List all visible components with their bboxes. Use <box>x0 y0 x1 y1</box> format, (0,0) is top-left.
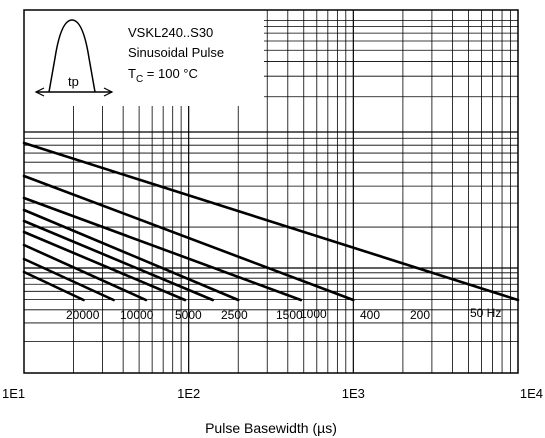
tc-subscript: C <box>136 74 143 85</box>
curve-label-1500: 1500 <box>276 308 303 322</box>
x-tick-label: 1E4 <box>520 386 543 401</box>
curve-label-20000: 20000 <box>66 308 100 322</box>
x-axis-title: Pulse Basewidth (µs) <box>205 420 337 436</box>
curve-50-hz <box>22 141 520 302</box>
curve-2500 <box>22 230 187 302</box>
curve-5000 <box>22 243 148 302</box>
x-tick-label: 1E1 <box>2 386 25 401</box>
curve-label-400: 400 <box>360 308 380 322</box>
curve-label-10000: 10000 <box>120 308 154 322</box>
tc-value: = 100 °C <box>143 66 198 81</box>
curve-20000 <box>22 270 85 302</box>
curve-10000 <box>22 257 115 302</box>
curve-1500 <box>22 219 215 302</box>
tc-prefix: T <box>128 66 136 81</box>
curve-label-2500: 2500 <box>221 308 248 322</box>
x-tick-labels: 1E1 1E2 1E3 1E4 <box>2 386 543 401</box>
pulse-width-label: tp <box>68 74 79 89</box>
curve-label-50-hz: 50 Hz <box>470 306 501 320</box>
curves <box>22 141 520 302</box>
case-temperature-label: TC = 100 °C <box>128 66 198 85</box>
curve-label-1000: 1000 <box>300 307 327 321</box>
arrow-right-icon <box>103 87 114 97</box>
arrow-left-icon <box>34 87 45 97</box>
x-tick-label: 1E2 <box>177 386 200 401</box>
x-tick-label: 1E3 <box>342 386 365 401</box>
curve-label-200: 200 <box>410 308 430 322</box>
curve-1000 <box>22 208 240 302</box>
device-label: VSKL240..S30 <box>128 25 213 40</box>
sinusoidal-pulse-icon <box>48 19 96 93</box>
curve-200 <box>22 174 355 302</box>
curve-label-5000: 5000 <box>175 308 202 322</box>
waveform-label: Sinusoidal Pulse <box>128 45 224 60</box>
plot-frame <box>23 9 519 374</box>
curve-400 <box>22 196 303 302</box>
